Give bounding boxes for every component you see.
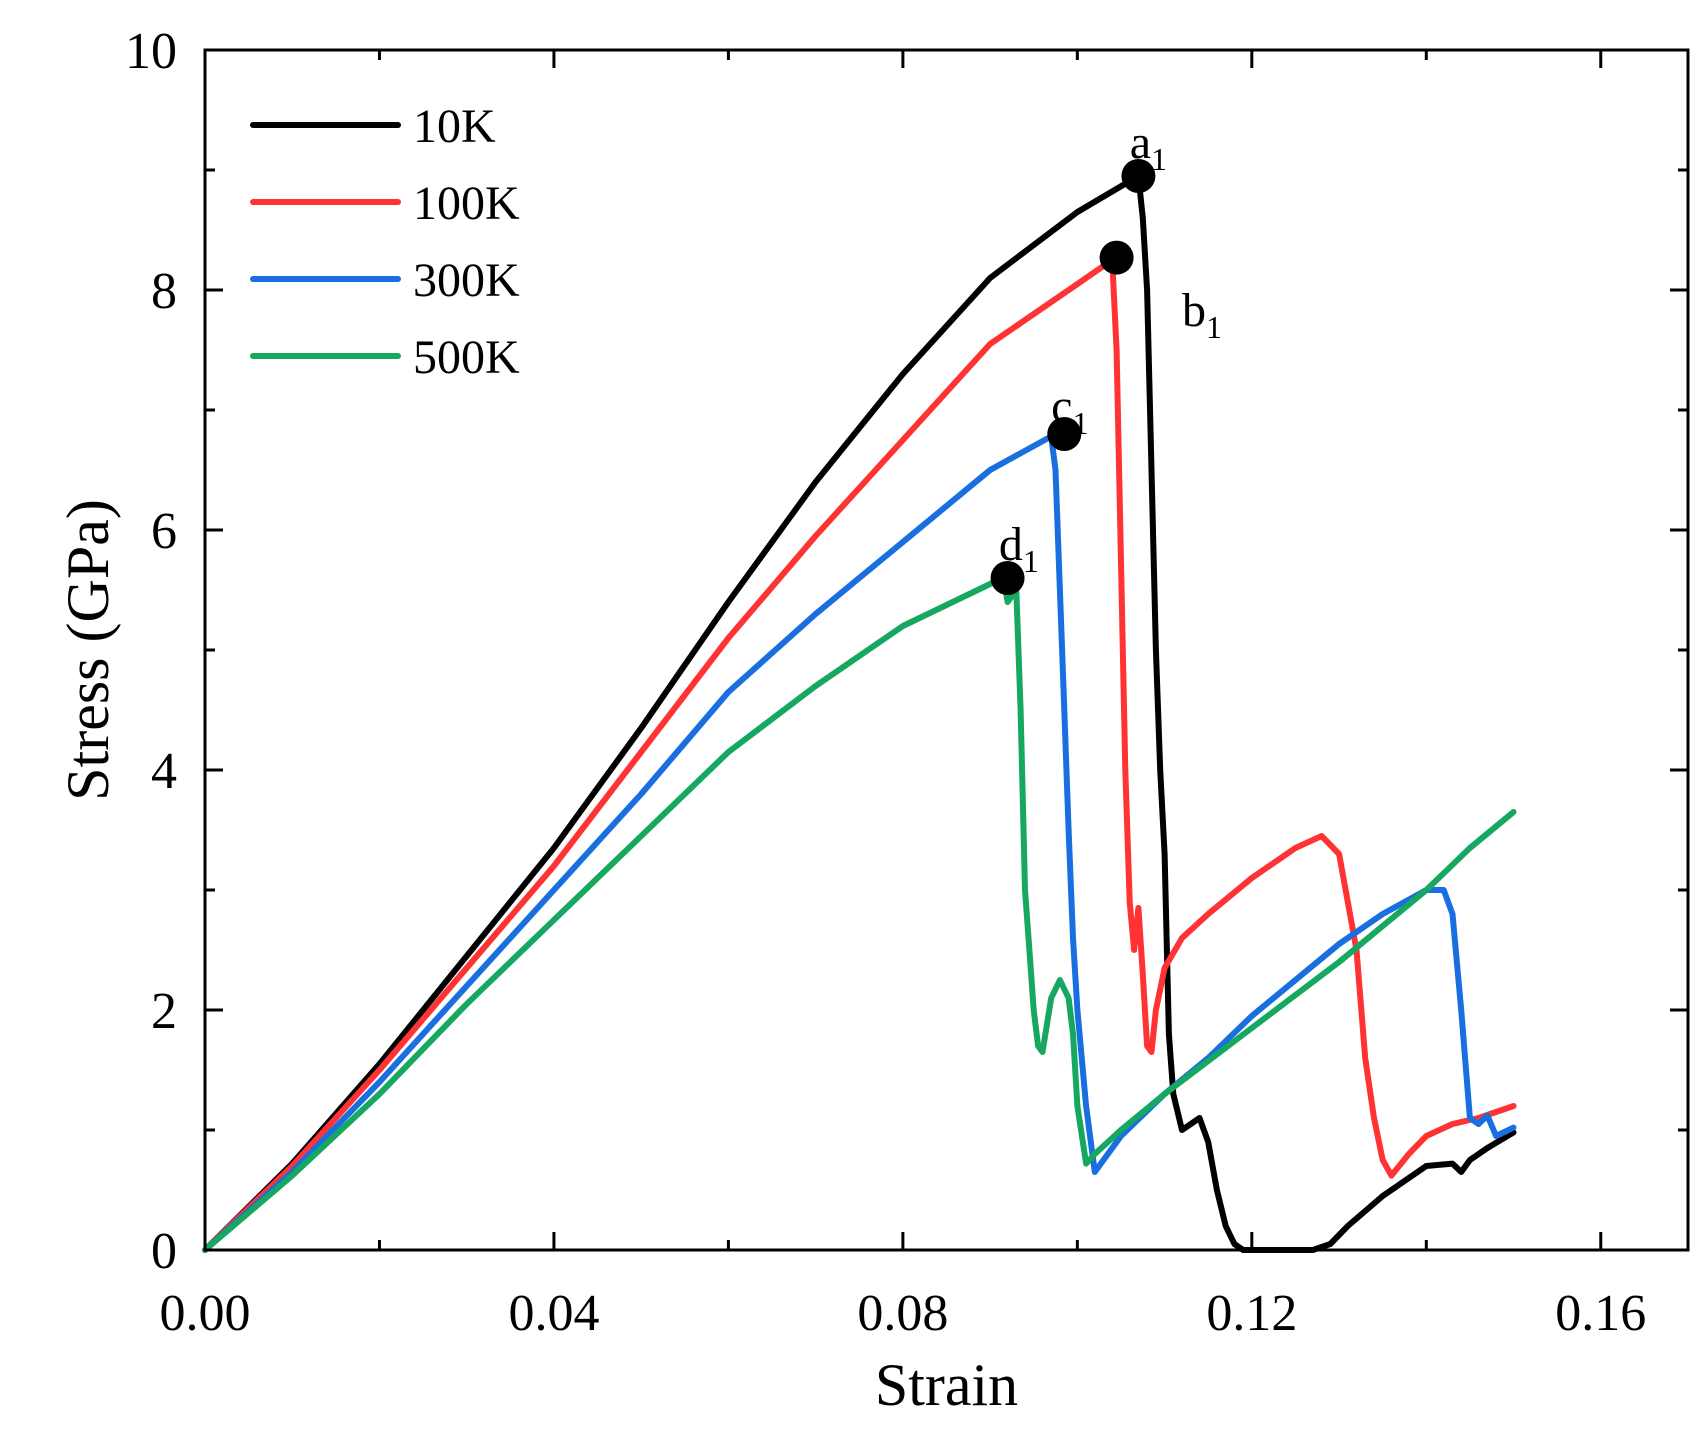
peak-marker-d [990,561,1025,595]
x-tick-label: 0.04 [508,1285,599,1342]
series-line-100K [202,257,1517,1253]
legend: 10K 100K 300K 500K [250,100,520,384]
x-axis-title: Strain [875,1352,1018,1418]
x-tick-label: 0.16 [1555,1285,1646,1342]
series-line-500K [202,572,1517,1253]
y-tick-label: 10 [125,23,177,80]
peak-marker-a [1121,159,1156,193]
annotation-labels: a1 b1 c1 d1 [999,116,1222,579]
y-tick-label: 0 [151,1223,177,1280]
series-curves [202,173,1517,1253]
series-line-10K [202,173,1517,1253]
axis-tick-labels: 0.00 0.04 0.08 0.12 0.16 0 2 4 6 8 10 [125,23,1646,1342]
y-axis-title: Stress (GPa) [55,499,121,801]
y-tick-label: 8 [151,263,177,320]
x-tick-label: 0.08 [857,1285,948,1342]
series-line-300K [202,433,1517,1253]
y-tick-label: 6 [151,503,177,560]
x-tick-label: 0.12 [1206,1285,1297,1342]
annotation-b1: b1 [1182,284,1222,345]
peak-marker-b [1099,240,1134,275]
y-tick-label: 4 [151,743,177,800]
annotation-c1: c1 [1051,380,1088,441]
legend-label-300K: 300K [413,254,520,307]
legend-label-500K: 500K [413,331,520,384]
annotation-a1: a1 [1130,116,1167,177]
annotation-d1: d1 [999,518,1039,579]
legend-label-10K: 10K [413,100,496,153]
peak-marker-c [1047,417,1082,451]
y-tick-label: 2 [151,983,177,1040]
axis-ticks [203,48,1688,1252]
x-tick-label: 0.00 [160,1285,251,1342]
peak-markers [990,159,1156,595]
legend-label-100K: 100K [413,177,520,230]
